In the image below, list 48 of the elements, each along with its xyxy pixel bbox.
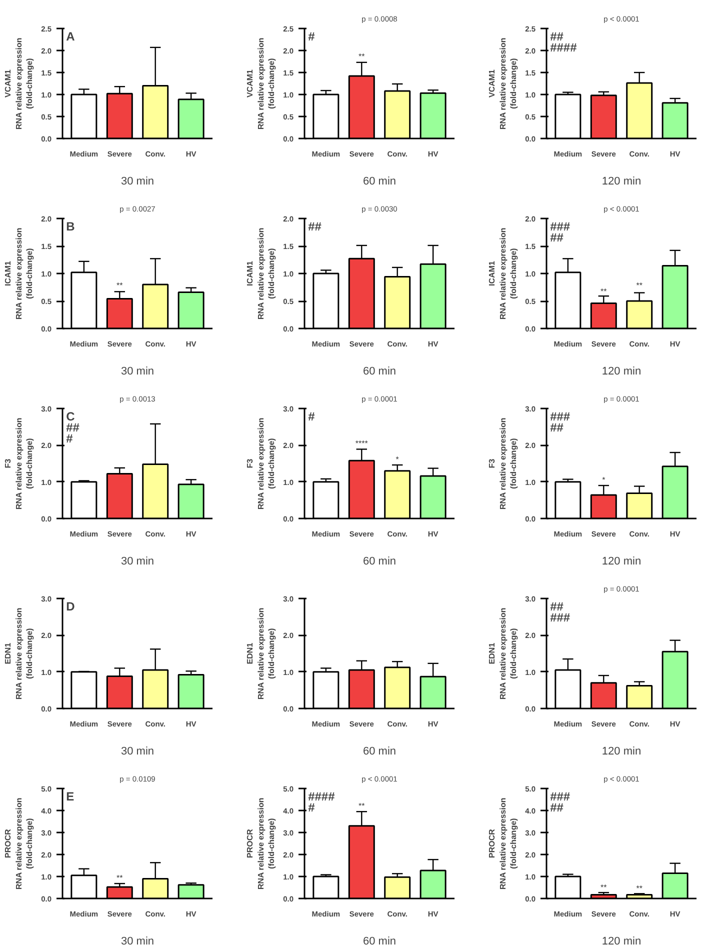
x-axis-title: 30 min xyxy=(120,366,154,378)
annotation: ** xyxy=(636,884,642,893)
y-axis-title: EDN1 RNA relative expression (fold-change) xyxy=(3,608,34,700)
x-axis-title: 30 min xyxy=(120,746,154,758)
annotation: ** xyxy=(600,287,607,296)
annotation: ## xyxy=(308,220,322,234)
annotation: B xyxy=(66,220,76,234)
x-axis-title: 60 min xyxy=(362,556,396,568)
annotation: ** xyxy=(358,52,365,62)
y-axis-title: EDN1 RNA relative expression (fold-change) xyxy=(487,608,518,700)
y-axis-title: ICAM1 RNA relative expression (fold-change) xyxy=(245,228,276,320)
y-axis-title: F3 RNA relative expression (fold-change) xyxy=(3,418,34,510)
annotation: * xyxy=(396,454,399,464)
y-axis-title: PROCR RNA relative expression (fold-change) xyxy=(487,798,518,890)
y-axis-title: F3 RNA relative expression (fold-change) xyxy=(487,418,518,510)
annotation: # xyxy=(308,30,316,44)
annotation: # xyxy=(308,410,316,424)
annotation: D xyxy=(66,600,76,614)
y-axis-title: F3 RNA relative expression (fold-change) xyxy=(245,418,276,510)
x-axis-title: 30 min xyxy=(120,176,154,188)
x-axis-title: 60 min xyxy=(362,176,396,188)
annotation: * xyxy=(602,475,606,484)
y-axis-title: ICAM1 RNA relative expression (fold-change) xyxy=(487,228,518,320)
annotation: ** xyxy=(636,281,642,290)
x-axis-title: 60 min xyxy=(362,936,396,948)
annotation: E xyxy=(66,790,74,804)
y-axis-title: VCAM1 RNA relative expression (fold-change) xyxy=(487,38,518,130)
y-axis-title: EDN1 RNA relative expression (fold-change) xyxy=(245,608,276,700)
x-axis-title: 120 min xyxy=(602,556,642,568)
x-axis-title: 60 min xyxy=(362,366,396,378)
y-axis-title: ICAM1 RNA relative expression (fold-change) xyxy=(3,228,34,320)
x-axis-title: 60 min xyxy=(362,746,396,758)
x-axis-title: 120 min xyxy=(602,176,642,188)
annotation: ** xyxy=(116,874,123,883)
y-axis-title: PROCR RNA relative expression (fold-change) xyxy=(245,798,276,890)
x-axis-title: 30 min xyxy=(120,936,154,948)
y-axis-title: PROCR RNA relative expression (fold-change) xyxy=(3,798,34,890)
annotation: A xyxy=(66,30,76,44)
annotation: ** xyxy=(358,802,365,810)
y-axis-title: VCAM1 RNA relative expression (fold-change) xyxy=(3,38,34,130)
x-axis-title: 120 min xyxy=(602,366,642,378)
x-axis-title: 30 min xyxy=(120,556,154,568)
annotation: ** xyxy=(116,281,123,290)
annotation: ** xyxy=(600,882,607,892)
x-axis-title: 120 min xyxy=(602,746,642,758)
y-axis-title: VCAM1 RNA relative expression (fold-change) xyxy=(245,38,276,130)
annotation: **** xyxy=(355,439,368,448)
x-axis-title: 120 min xyxy=(602,936,642,948)
